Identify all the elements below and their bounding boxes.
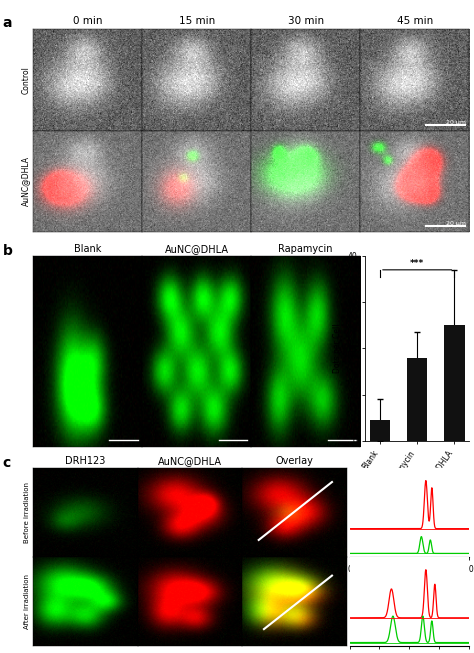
Text: Overlay: Overlay xyxy=(276,456,314,466)
Text: c: c xyxy=(3,456,11,470)
Text: DRH123: DRH123 xyxy=(65,456,106,466)
Y-axis label: AuNC@DHLA: AuNC@DHLA xyxy=(21,156,30,206)
Text: b: b xyxy=(3,244,13,258)
Text: Rapamycin: Rapamycin xyxy=(279,244,333,254)
Text: ***: *** xyxy=(410,259,424,268)
Bar xyxy=(407,358,428,441)
Text: Blank: Blank xyxy=(74,244,101,254)
Text: 20 μm: 20 μm xyxy=(446,119,466,125)
Text: 0 min: 0 min xyxy=(73,16,102,26)
Y-axis label: After irradiation: After irradiation xyxy=(24,575,30,629)
Text: a: a xyxy=(3,16,12,29)
Text: 30 min: 30 min xyxy=(288,16,324,26)
Text: 20 μm: 20 μm xyxy=(446,221,466,226)
Text: AuNC@DHLA: AuNC@DHLA xyxy=(158,456,222,466)
Text: 45 min: 45 min xyxy=(397,16,433,26)
Bar xyxy=(444,325,465,441)
Text: AuNC@DHLA: AuNC@DHLA xyxy=(164,244,229,254)
Y-axis label: Dots per Cell: Dots per Cell xyxy=(333,324,342,373)
Text: 15 min: 15 min xyxy=(179,16,215,26)
Y-axis label: Before irradiation: Before irradiation xyxy=(24,483,30,543)
Bar xyxy=(370,420,390,441)
Y-axis label: Control: Control xyxy=(21,66,30,94)
